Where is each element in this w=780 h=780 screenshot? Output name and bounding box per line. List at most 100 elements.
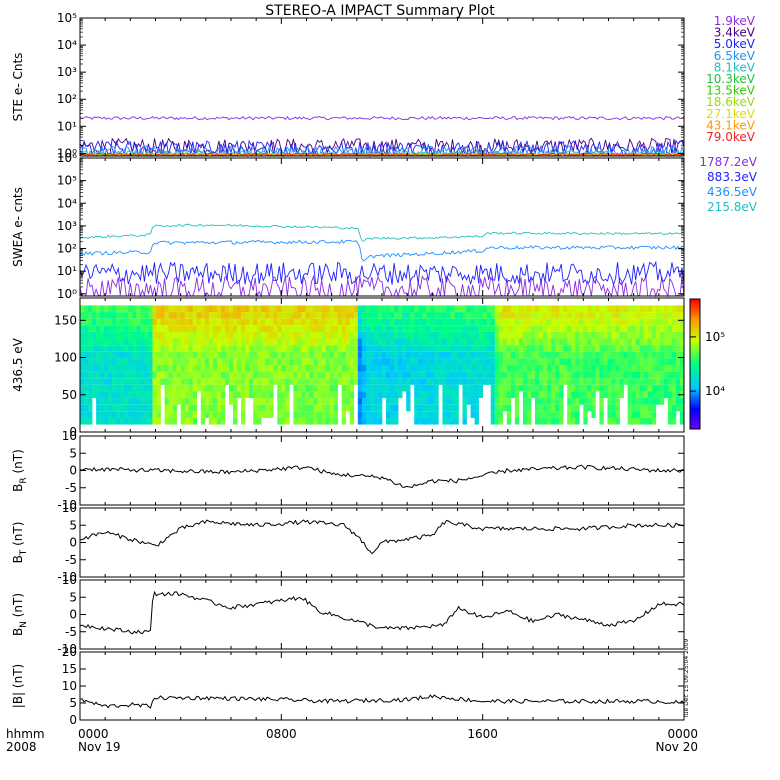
spectrogram-cell: [241, 338, 246, 346]
spectrogram-cell: [559, 371, 564, 379]
spectrogram-cell: [639, 331, 645, 339]
spectrogram-cell: [442, 365, 447, 372]
spectrogram-cell: [422, 384, 427, 392]
spectrogram-cell: [651, 411, 657, 418]
spectrogram-cell: [526, 378, 532, 385]
spectrogram-cell: [277, 398, 282, 405]
spectrogram-cell: [108, 404, 113, 412]
spectrogram-cell: [341, 345, 347, 352]
spectrogram-cell: [603, 351, 608, 359]
spectrogram-cell: [679, 312, 685, 319]
spectrogram-cell: [96, 305, 101, 313]
spectrogram-cell: [140, 404, 145, 412]
spectrogram-cell: [253, 338, 258, 346]
swea-series-line: [79, 239, 685, 262]
spectrogram-cell: [156, 305, 161, 313]
spectrogram-cell: [603, 312, 608, 319]
spectrogram-cell: [96, 404, 101, 412]
spectrogram-cell: [365, 371, 371, 379]
spectrogram-cell: [599, 411, 604, 418]
spectrogram-cell: [386, 351, 391, 359]
spectrogram-cell: [498, 358, 504, 365]
spectrogram-cell: [148, 318, 153, 326]
spectrogram-cell: [518, 378, 524, 385]
spectrogram-cell: [522, 371, 528, 379]
spectrogram-cell: [224, 331, 230, 339]
spectrogram-cell: [112, 331, 117, 339]
spectrogram-cell: [269, 345, 274, 352]
spectrogram-cell: [675, 371, 681, 379]
spectrogram-cell: [530, 345, 536, 352]
spectrogram-cell: [96, 351, 101, 359]
spectrogram-cell: [216, 378, 222, 385]
spectrogram-cell: [647, 325, 653, 332]
spectrogram-cell: [88, 365, 93, 372]
spectrogram-cell: [168, 305, 173, 313]
spectrogram-cell: [478, 312, 483, 319]
spectrogram-cell: [386, 384, 391, 392]
spectrogram-cell: [204, 384, 210, 392]
spectrogram-cell: [200, 345, 206, 352]
spectrogram-cell: [184, 351, 190, 359]
spectrogram-cell: [345, 391, 351, 399]
spectrogram-cell: [406, 391, 411, 399]
spectrogram-cell: [490, 338, 496, 346]
spectrogram-cell: [140, 384, 145, 392]
spectrogram-cell: [192, 351, 198, 359]
spectrogram-cell: [655, 338, 661, 346]
spectrogram-cell: [418, 404, 423, 412]
spectrogram-cell: [426, 398, 431, 405]
spectrogram-cell: [373, 378, 379, 385]
spectrogram-cell: [325, 411, 330, 418]
spectrogram-cell: [406, 404, 411, 412]
spectrogram-cell: [208, 318, 214, 326]
spectrogram-cell: [357, 417, 363, 425]
spectrogram-cell: [212, 338, 218, 346]
spectrogram-cell: [369, 371, 375, 379]
spectrogram-cell: [526, 371, 532, 379]
spectrogram-cell: [108, 371, 113, 379]
spectrogram-cell: [188, 305, 194, 313]
spectrogram-cell: [377, 398, 383, 405]
spectrogram-cell: [526, 404, 532, 412]
spectrogram-cell: [382, 305, 387, 313]
spectrogram-cell: [317, 404, 322, 412]
spectrogram-cell: [454, 345, 459, 352]
spectrogram-cell: [345, 312, 351, 319]
spectrogram-cell: [257, 338, 262, 346]
spectrogram-cell: [410, 371, 415, 379]
spectrogram-cell: [168, 345, 173, 352]
spectrogram-cell: [361, 378, 367, 385]
spectrogram-cell: [426, 384, 431, 392]
spectrogram-cell: [124, 318, 129, 326]
spectrogram-cell: [643, 365, 649, 372]
spectrogram-cell: [361, 417, 367, 425]
spectrogram-cell: [466, 371, 471, 379]
spectrogram-cell: [160, 371, 165, 379]
spectrogram-cell: [196, 325, 202, 332]
spectrogram-cell: [293, 391, 298, 399]
spectrogram-cell: [257, 371, 262, 379]
spectrogram-cell: [522, 404, 528, 412]
spectrogram-cell: [667, 391, 673, 399]
spectrogram-cell: [567, 365, 572, 372]
spectrogram-cell: [124, 411, 129, 418]
spectrogram-cell: [627, 305, 632, 313]
spectrogram-cell: [297, 312, 302, 319]
spectrogram-cell: [498, 398, 504, 405]
spectrogram-cell: [261, 318, 266, 326]
spectrogram-cell: [430, 338, 435, 346]
spectrogram-cell: [430, 318, 435, 326]
spectrogram-cell: [595, 305, 600, 313]
spectrogram-cell: [442, 398, 447, 405]
spectrogram-cell: [514, 371, 520, 379]
spectrogram-cell: [462, 305, 467, 313]
spectrogram-cell: [563, 325, 568, 332]
spectrogram-cell: [365, 358, 371, 365]
spectrogram-cell: [285, 371, 290, 379]
spectrogram-cell: [478, 365, 483, 372]
spectrogram-cell: [309, 378, 314, 385]
x-corner-label-time: hhmm: [6, 727, 45, 741]
spectrogram-cell: [430, 351, 435, 359]
spectrogram-cell: [116, 371, 121, 379]
